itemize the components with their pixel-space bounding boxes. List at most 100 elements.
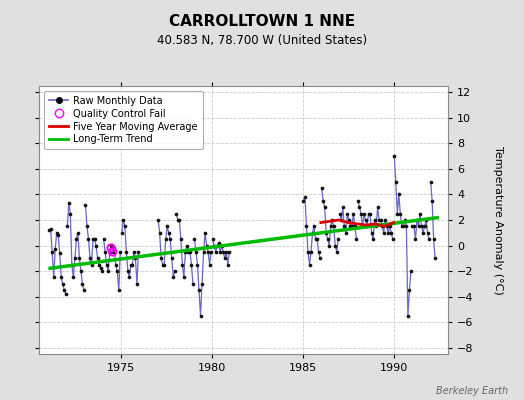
Point: [379, 230, 388, 236]
Point: [402, 223, 411, 230]
Point: [156, 230, 164, 236]
Point: [103, 262, 111, 268]
Point: [357, 210, 365, 217]
Point: [92, 242, 100, 249]
Point: [308, 230, 316, 236]
Point: [378, 223, 386, 230]
Point: [192, 249, 200, 255]
Point: [80, 287, 88, 293]
Point: [225, 249, 234, 255]
Point: [401, 217, 409, 223]
Point: [81, 202, 90, 208]
Point: [69, 274, 78, 281]
Point: [66, 210, 74, 217]
Point: [431, 255, 439, 262]
Point: [184, 249, 193, 255]
Point: [331, 242, 340, 249]
Point: [310, 223, 318, 230]
Point: [57, 274, 66, 281]
Point: [193, 262, 202, 268]
Point: [105, 249, 114, 255]
Point: [214, 240, 223, 246]
Point: [54, 232, 62, 238]
Text: 40.583 N, 78.700 W (United States): 40.583 N, 78.700 W (United States): [157, 34, 367, 47]
Point: [68, 262, 76, 268]
Point: [134, 249, 143, 255]
Point: [166, 236, 174, 242]
Point: [77, 268, 85, 274]
Point: [108, 249, 117, 255]
Point: [351, 223, 359, 230]
Point: [393, 210, 401, 217]
Point: [158, 262, 167, 268]
Y-axis label: Temperature Anomaly (°C): Temperature Anomaly (°C): [493, 146, 503, 294]
Point: [326, 223, 335, 230]
Point: [340, 223, 348, 230]
Point: [119, 217, 127, 223]
Point: [316, 255, 324, 262]
Point: [408, 223, 417, 230]
Point: [364, 210, 373, 217]
Point: [384, 230, 392, 236]
Point: [195, 287, 203, 293]
Point: [301, 194, 309, 200]
Point: [428, 198, 436, 204]
Point: [363, 223, 371, 230]
Point: [352, 236, 361, 242]
Point: [88, 262, 96, 268]
Point: [390, 153, 398, 159]
Point: [411, 236, 420, 242]
Point: [204, 249, 212, 255]
Point: [337, 217, 345, 223]
Point: [72, 236, 81, 242]
Point: [48, 249, 57, 255]
Point: [345, 217, 353, 223]
Point: [181, 249, 190, 255]
Point: [196, 312, 205, 319]
Point: [157, 255, 166, 262]
Point: [330, 223, 338, 230]
Point: [165, 230, 173, 236]
Point: [201, 230, 209, 236]
Point: [131, 255, 139, 262]
Point: [346, 223, 355, 230]
Point: [216, 249, 224, 255]
Point: [175, 217, 183, 223]
Point: [349, 210, 357, 217]
Point: [358, 223, 367, 230]
Point: [122, 249, 130, 255]
Point: [383, 223, 391, 230]
Point: [205, 262, 214, 268]
Point: [366, 210, 374, 217]
Point: [328, 217, 336, 223]
Text: Berkeley Earth: Berkeley Earth: [436, 386, 508, 396]
Point: [374, 204, 382, 210]
Point: [420, 223, 429, 230]
Point: [369, 236, 377, 242]
Point: [198, 281, 206, 287]
Point: [86, 255, 94, 262]
Point: [376, 217, 385, 223]
Point: [372, 223, 380, 230]
Point: [302, 223, 311, 230]
Text: CARROLLTOWN 1 NNE: CARROLLTOWN 1 NNE: [169, 14, 355, 29]
Point: [399, 223, 408, 230]
Point: [177, 236, 185, 242]
Point: [334, 236, 343, 242]
Point: [49, 274, 58, 281]
Point: [212, 249, 220, 255]
Point: [202, 242, 211, 249]
Point: [169, 274, 178, 281]
Point: [213, 242, 221, 249]
Point: [321, 204, 329, 210]
Point: [304, 249, 312, 255]
Point: [130, 249, 138, 255]
Point: [108, 249, 117, 255]
Point: [370, 217, 379, 223]
Point: [154, 217, 162, 223]
Point: [47, 226, 55, 232]
Point: [117, 230, 126, 236]
Point: [362, 217, 370, 223]
Point: [210, 242, 219, 249]
Point: [425, 236, 433, 242]
